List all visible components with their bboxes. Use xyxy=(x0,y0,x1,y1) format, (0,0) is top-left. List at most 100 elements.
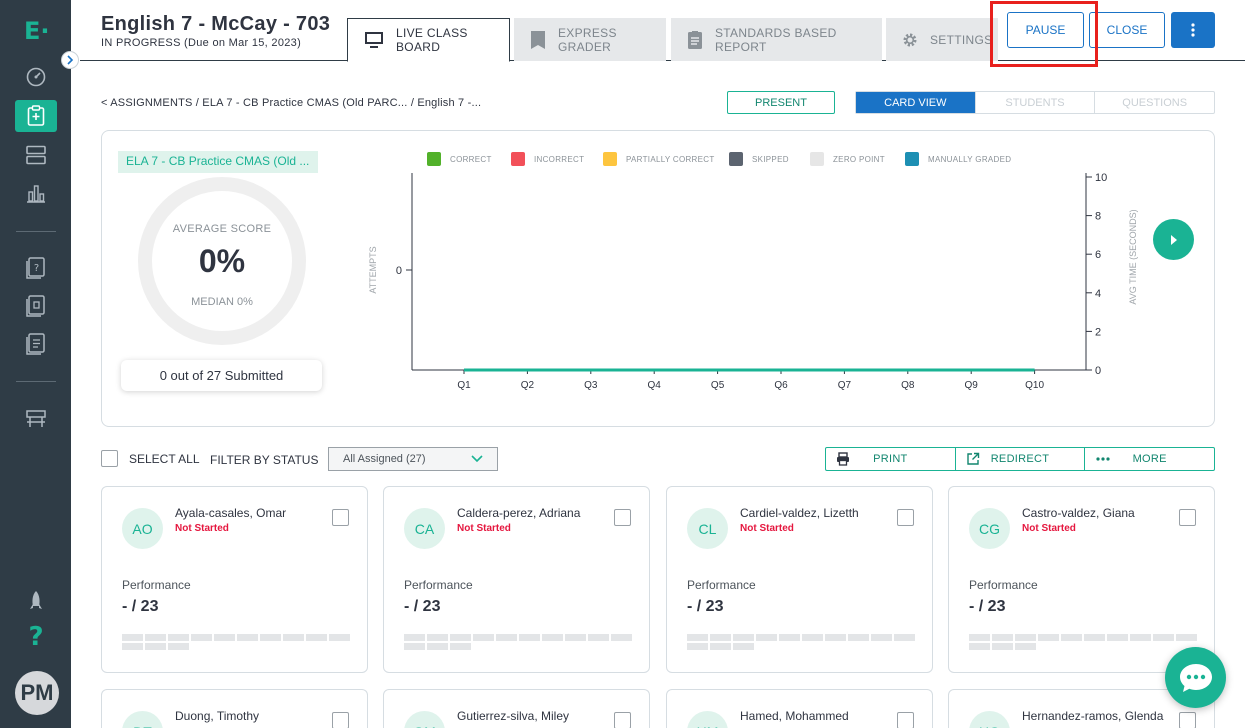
student-checkbox[interactable] xyxy=(897,509,914,526)
question-bar xyxy=(1153,634,1174,641)
tab-express-grader[interactable]: EXPRESS GRADER xyxy=(514,18,666,61)
student-avatar: HG xyxy=(969,711,1010,728)
student-name[interactable]: Hernandez-ramos, Glenda xyxy=(1022,709,1164,723)
tab-standards-based-report[interactable]: STANDARDS BASED REPORT xyxy=(671,18,882,61)
more-button[interactable]: MORE xyxy=(1084,448,1214,470)
pause-button[interactable]: PAUSE xyxy=(1007,12,1084,48)
student-status: Not Started xyxy=(457,523,511,534)
x-tick-label: Q4 xyxy=(648,380,662,391)
question-bar xyxy=(992,634,1013,641)
question-bar xyxy=(779,634,800,641)
dashboard-icon[interactable] xyxy=(21,62,51,92)
question-bar xyxy=(1015,634,1036,641)
legend-partially-correct: PARTIALLY CORRECT xyxy=(603,151,715,167)
library-icon[interactable] xyxy=(21,140,51,170)
y-tick-label-right: 8 xyxy=(1095,211,1101,223)
student-checkbox[interactable] xyxy=(614,509,631,526)
question-bar xyxy=(404,634,425,641)
close-button[interactable]: CLOSE xyxy=(1089,12,1165,48)
summary-panel xyxy=(101,130,1215,427)
question-bar xyxy=(588,634,609,641)
question-bar xyxy=(894,634,915,641)
y-tick-label-right: 2 xyxy=(1095,326,1101,338)
student-name[interactable]: Duong, Timothy xyxy=(175,709,260,723)
student-name[interactable]: Caldera-perez, Adriana xyxy=(457,506,581,520)
student-avatar: CA xyxy=(404,508,445,549)
question-bar xyxy=(519,634,540,641)
insights-icon[interactable] xyxy=(21,178,51,208)
status-filter-value: All Assigned (27) xyxy=(343,453,426,465)
student-name[interactable]: Gutierrez-silva, Miley xyxy=(457,709,570,723)
student-card[interactable]: CG Castro-valdez, Giana Not Started Perform… xyxy=(948,486,1215,673)
student-name[interactable]: Ayala-casales, Omar xyxy=(175,506,287,520)
select-all[interactable]: SELECT ALL xyxy=(101,450,200,467)
student-checkbox[interactable] xyxy=(897,712,914,728)
classroom-icon[interactable] xyxy=(21,404,51,434)
chat-button[interactable] xyxy=(1165,647,1226,708)
y-tick-label-right: 0 xyxy=(1095,365,1101,377)
question-bar xyxy=(260,634,281,641)
student-checkbox[interactable] xyxy=(332,509,349,526)
student-checkbox[interactable] xyxy=(1179,712,1196,728)
student-avatar: AO xyxy=(122,508,163,549)
question-bar xyxy=(283,634,304,641)
present-button[interactable]: PRESENT xyxy=(727,91,835,114)
student-name[interactable]: Hamed, Mohammed xyxy=(740,709,849,723)
redirect-button[interactable]: REDIRECT xyxy=(954,448,1085,470)
more-options-button[interactable] xyxy=(1171,12,1215,48)
legend-swatch xyxy=(905,152,919,166)
assignments-icon[interactable] xyxy=(15,100,57,132)
question-bar xyxy=(687,643,708,650)
student-checkbox[interactable] xyxy=(614,712,631,728)
tab-live-class-board[interactable]: LIVE CLASS BOARD xyxy=(347,18,510,62)
legend-swatch xyxy=(511,152,525,166)
help-icon[interactable]: ? xyxy=(28,622,44,652)
legend-incorrect: INCORRECT xyxy=(511,151,584,167)
chat-bubble-icon xyxy=(1179,663,1212,692)
question-bar xyxy=(450,643,471,650)
student-card[interactable]: AO Ayala-casales, Omar Not Started Performa… xyxy=(101,486,368,673)
app-logo[interactable]: E· xyxy=(24,17,50,45)
student-card[interactable]: GM Gutierrez-silva, Miley xyxy=(383,689,650,728)
chart-next-button[interactable] xyxy=(1153,219,1194,260)
question-bar xyxy=(473,634,494,641)
question-bar xyxy=(710,634,731,641)
student-checkbox[interactable] xyxy=(332,712,349,728)
question-bar xyxy=(214,634,235,641)
rocket-icon[interactable] xyxy=(21,586,51,616)
tab-label: EXPRESS GRADER xyxy=(558,25,617,54)
x-tick-label: Q7 xyxy=(838,380,852,391)
page-title: English 7 - McCay - 703 xyxy=(101,13,331,35)
legend-label: MANUALLY GRADED xyxy=(928,154,1012,164)
question-bar xyxy=(427,643,448,650)
y-tick-label-right: 6 xyxy=(1095,249,1101,261)
select-all-checkbox[interactable] xyxy=(101,450,118,467)
students-view-button[interactable]: STUDENTS xyxy=(974,92,1095,113)
question-bar xyxy=(1130,634,1151,641)
test-bank-icon[interactable] xyxy=(21,291,51,321)
student-card[interactable]: DT Duong, Timothy xyxy=(101,689,368,728)
student-card[interactable]: HM Hamed, Mohammed xyxy=(666,689,933,728)
student-avatar: HM xyxy=(687,711,728,728)
card-view-button[interactable]: CARD VIEW xyxy=(856,92,975,113)
student-checkbox[interactable] xyxy=(1179,509,1196,526)
breadcrumb[interactable]: < ASSIGNMENTS / ELA 7 - CB Practice CMAS… xyxy=(101,97,482,109)
student-name[interactable]: Cardiel-valdez, Lizetth xyxy=(740,506,859,520)
student-card[interactable]: CA Caldera-perez, Adriana Not Started Perfo… xyxy=(383,486,650,673)
status-filter-select[interactable]: All Assigned (27) xyxy=(328,447,498,471)
question-bar xyxy=(450,634,471,641)
tab-settings[interactable]: SETTINGS xyxy=(886,18,998,61)
item-bank-icon[interactable]: ? xyxy=(21,253,51,283)
question-bar xyxy=(237,634,258,641)
x-tick-label: Q6 xyxy=(774,380,788,391)
student-card[interactable]: CL Cardiel-valdez, Lizetth Not Started Perf… xyxy=(666,486,933,673)
question-bar xyxy=(611,634,632,641)
performance-score: - / 23 xyxy=(969,598,1006,615)
student-name[interactable]: Castro-valdez, Giana xyxy=(1022,506,1135,520)
questions-view-button[interactable]: QUESTIONS xyxy=(1094,92,1214,113)
user-avatar[interactable]: PM xyxy=(15,671,59,715)
gear-icon xyxy=(902,32,918,48)
playlist-icon[interactable] xyxy=(21,329,51,359)
print-button[interactable]: PRINT xyxy=(826,448,955,470)
sidebar-expand-toggle[interactable] xyxy=(61,51,79,69)
